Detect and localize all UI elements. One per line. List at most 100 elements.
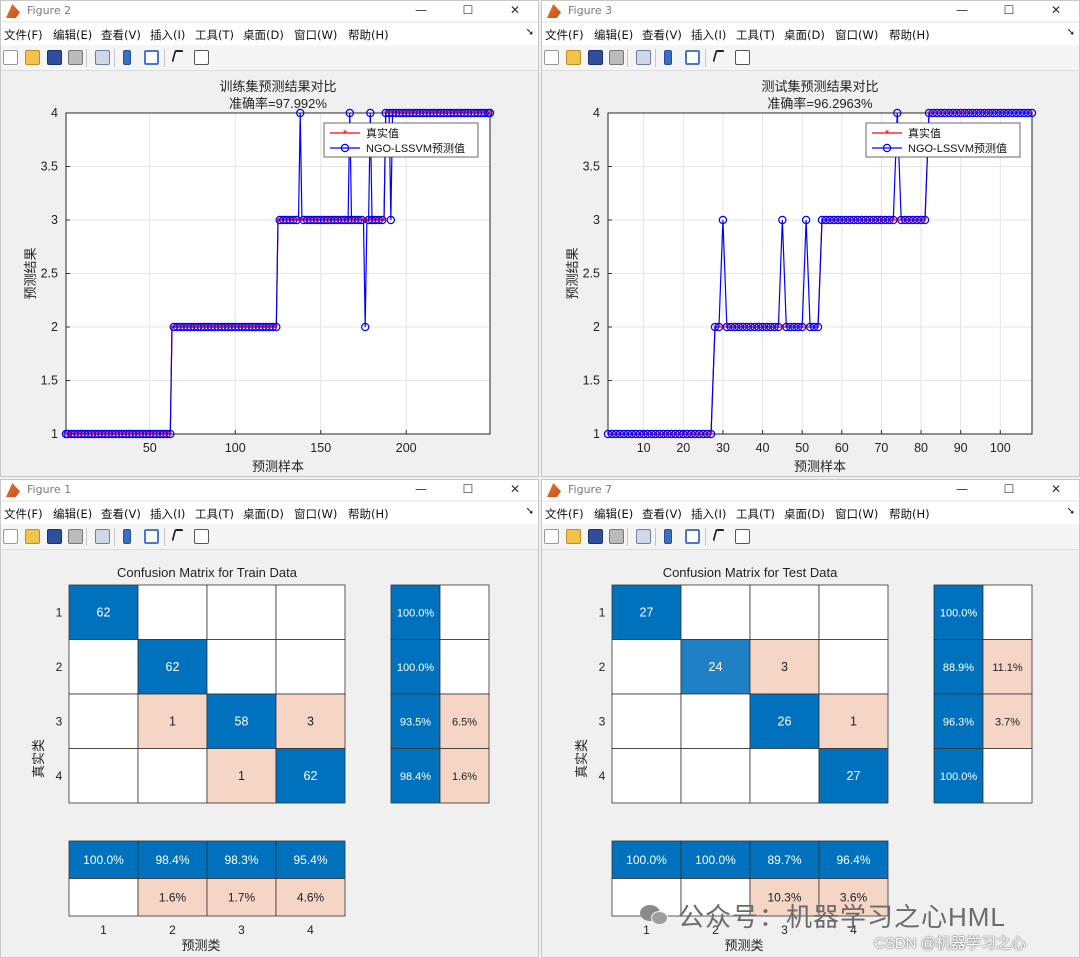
toolbar-toggle-icon[interactable]: ➘ <box>525 27 534 38</box>
minimize-icon[interactable]: — <box>415 3 427 17</box>
print-preview-icon[interactable] <box>636 529 651 544</box>
menu-item-3[interactable]: 插入(I) <box>150 28 186 42</box>
title-bar[interactable]: Figure 7 — ☐ ✕ <box>542 480 1079 500</box>
pred-marker <box>825 215 835 225</box>
print-preview-icon[interactable] <box>95 50 110 65</box>
cm-cell <box>611 639 682 695</box>
minimize-icon[interactable]: — <box>956 482 968 496</box>
menu-item-4[interactable]: 工具(T) <box>195 507 234 521</box>
menu-item-6[interactable]: 窗口(W) <box>835 28 879 42</box>
maximize-icon[interactable]: ☐ <box>462 482 474 496</box>
title-bar[interactable]: Figure 2 — ☐ ✕ <box>1 1 538 21</box>
menu-item-3[interactable]: 插入(I) <box>691 28 727 42</box>
menu-item-6[interactable]: 窗口(W) <box>294 28 338 42</box>
menu-item-3[interactable]: 插入(I) <box>150 507 186 521</box>
menu-item-7[interactable]: 帮助(H) <box>348 507 389 521</box>
print-preview-icon[interactable] <box>95 529 110 544</box>
menu-item-7[interactable]: 帮助(H) <box>889 507 930 521</box>
pointer-icon[interactable] <box>712 50 725 62</box>
print-icon[interactable] <box>68 50 83 65</box>
close-icon[interactable]: ✕ <box>509 482 521 496</box>
menu-item-5[interactable]: 桌面(D) <box>784 507 825 521</box>
close-icon[interactable]: ✕ <box>1050 482 1062 496</box>
menu-item-4[interactable]: 工具(T) <box>736 507 775 521</box>
menu-item-4[interactable]: 工具(T) <box>195 28 234 42</box>
menu-item-0[interactable]: 文件(F) <box>545 507 584 521</box>
maximize-icon[interactable]: ☐ <box>462 3 474 17</box>
menu-item-0[interactable]: 文件(F) <box>4 28 43 42</box>
toolbar-toggle-icon[interactable]: ➘ <box>525 506 534 517</box>
title-bar[interactable]: Figure 1 — ☐ ✕ <box>1 480 538 500</box>
print-preview-icon[interactable] <box>636 50 651 65</box>
menu-item-1[interactable]: 编辑(E) <box>594 507 634 521</box>
link-plot-icon[interactable] <box>123 529 131 544</box>
new-file-icon[interactable] <box>544 50 559 65</box>
open-folder-icon[interactable] <box>25 529 40 544</box>
pointer-icon[interactable] <box>171 50 184 62</box>
link-plot-icon[interactable] <box>664 50 672 65</box>
menu-item-3[interactable]: 插入(I) <box>691 507 727 521</box>
open-folder-icon[interactable] <box>25 50 40 65</box>
menu-item-1[interactable]: 编辑(E) <box>594 28 634 42</box>
menu-item-6[interactable]: 窗口(W) <box>294 507 338 521</box>
property-editor-icon[interactable] <box>194 50 209 65</box>
property-editor-icon[interactable] <box>735 50 750 65</box>
save-icon[interactable] <box>588 529 603 544</box>
save-icon[interactable] <box>588 50 603 65</box>
pred-marker <box>1027 108 1037 118</box>
close-icon[interactable]: ✕ <box>509 3 521 17</box>
new-file-icon[interactable] <box>544 529 559 544</box>
minimize-icon[interactable]: — <box>415 482 427 496</box>
open-folder-icon[interactable] <box>566 529 581 544</box>
print-icon[interactable] <box>609 529 624 544</box>
link-plot-icon[interactable] <box>664 529 672 544</box>
menu-item-7[interactable]: 帮助(H) <box>889 28 930 42</box>
insert-colorbar-icon[interactable] <box>144 50 159 65</box>
row-summary-cell <box>933 639 984 695</box>
save-icon[interactable] <box>47 50 62 65</box>
maximize-icon[interactable]: ☐ <box>1003 482 1015 496</box>
menu-item-2[interactable]: 查看(V) <box>642 28 682 42</box>
menu-item-0[interactable]: 文件(F) <box>545 28 584 42</box>
cm-cell <box>818 639 889 695</box>
menu-item-0[interactable]: 文件(F) <box>4 507 43 521</box>
insert-colorbar-icon[interactable] <box>685 50 700 65</box>
menu-item-5[interactable]: 桌面(D) <box>243 507 284 521</box>
menu-item-1[interactable]: 编辑(E) <box>53 507 93 521</box>
close-icon[interactable]: ✕ <box>1050 3 1062 17</box>
row-summary-value: 6.5% <box>452 716 477 728</box>
print-icon[interactable] <box>68 529 83 544</box>
new-file-icon[interactable] <box>3 50 18 65</box>
title-bar[interactable]: Figure 3 — ☐ ✕ <box>542 1 1079 21</box>
true-marker: * <box>177 323 181 333</box>
y-axis-label: 真实类 <box>31 739 46 778</box>
pred-marker <box>1023 108 1033 118</box>
menu-item-1[interactable]: 编辑(E) <box>53 28 93 42</box>
toolbar-toggle-icon[interactable]: ➘ <box>1066 506 1075 517</box>
menu-item-2[interactable]: 查看(V) <box>642 507 682 521</box>
link-plot-icon[interactable] <box>123 50 131 65</box>
menu-item-2[interactable]: 查看(V) <box>101 507 141 521</box>
insert-colorbar-icon[interactable] <box>144 529 159 544</box>
cm-title: Confusion Matrix for Test Data <box>663 565 838 580</box>
menu-item-7[interactable]: 帮助(H) <box>348 28 389 42</box>
menu-item-6[interactable]: 窗口(W) <box>835 507 879 521</box>
open-folder-icon[interactable] <box>566 50 581 65</box>
menu-item-5[interactable]: 桌面(D) <box>243 28 284 42</box>
cm-cell-value: 1 <box>850 714 857 728</box>
save-icon[interactable] <box>47 529 62 544</box>
pointer-icon[interactable] <box>712 529 725 541</box>
toolbar-toggle-icon[interactable]: ➘ <box>1066 27 1075 38</box>
menu-item-4[interactable]: 工具(T) <box>736 28 775 42</box>
insert-colorbar-icon[interactable] <box>685 529 700 544</box>
pointer-icon[interactable] <box>171 529 184 541</box>
new-file-icon[interactable] <box>3 529 18 544</box>
pred-marker <box>1000 108 1009 118</box>
maximize-icon[interactable]: ☐ <box>1003 3 1015 17</box>
print-icon[interactable] <box>609 50 624 65</box>
property-editor-icon[interactable] <box>735 529 750 544</box>
property-editor-icon[interactable] <box>194 529 209 544</box>
menu-item-5[interactable]: 桌面(D) <box>784 28 825 42</box>
menu-item-2[interactable]: 查看(V) <box>101 28 141 42</box>
minimize-icon[interactable]: — <box>956 3 968 17</box>
